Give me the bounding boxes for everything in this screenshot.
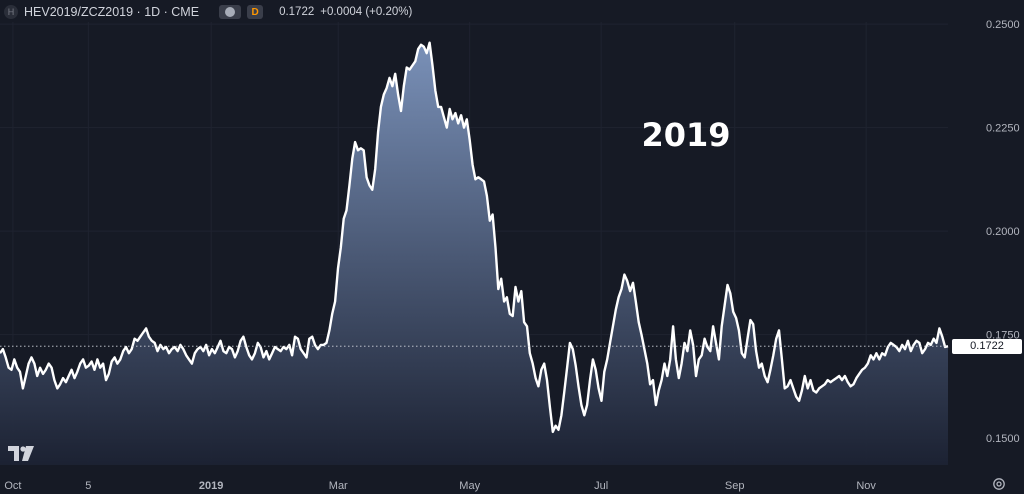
gear-icon[interactable] xyxy=(992,477,1006,491)
market-status-icon[interactable] xyxy=(219,5,242,19)
x-tick-label: 5 xyxy=(85,480,91,492)
x-tick-label: 2019 xyxy=(199,480,223,492)
symbol-logo-icon: H xyxy=(4,5,18,19)
symbol-title[interactable]: HEV2019/ZCZ2019 · 1D · CME xyxy=(24,5,200,19)
data-badge[interactable]: D xyxy=(247,5,264,19)
series-line[interactable] xyxy=(0,41,949,434)
y-tick-label: 0.2250 xyxy=(986,123,1020,135)
y-tick-label: 0.1750 xyxy=(986,330,1020,342)
time-axis[interactable]: Oct 5 2019 Mar May Jul Sep Nov xyxy=(4,480,876,492)
year-annotation: 2019 xyxy=(641,116,730,154)
tradingview-logo-icon[interactable] xyxy=(8,446,34,462)
price-axis[interactable]: 0.1500 0.1750 0.2000 0.2250 0.2500 xyxy=(986,19,1020,445)
y-tick-label: 0.2500 xyxy=(986,19,1020,31)
last-price: 0.1722 xyxy=(279,6,315,18)
x-tick-label: Sep xyxy=(725,480,745,492)
x-tick-label: Mar xyxy=(329,480,348,492)
price-change: +0.0004 (+0.20%) xyxy=(320,6,413,18)
symbol-header: H HEV2019/ZCZ2019 · 1D · CME D 0.1722 +0… xyxy=(4,3,412,21)
area-fill xyxy=(0,42,948,465)
y-tick-label: 0.2000 xyxy=(986,226,1020,238)
last-price-label: 0.1722 xyxy=(952,338,1022,354)
x-tick-label: May xyxy=(459,480,480,492)
y-tick-label: 0.1500 xyxy=(986,433,1020,445)
x-tick-label: Jul xyxy=(594,480,608,492)
x-tick-label: Nov xyxy=(856,480,876,492)
x-tick-label: Oct xyxy=(4,480,21,492)
